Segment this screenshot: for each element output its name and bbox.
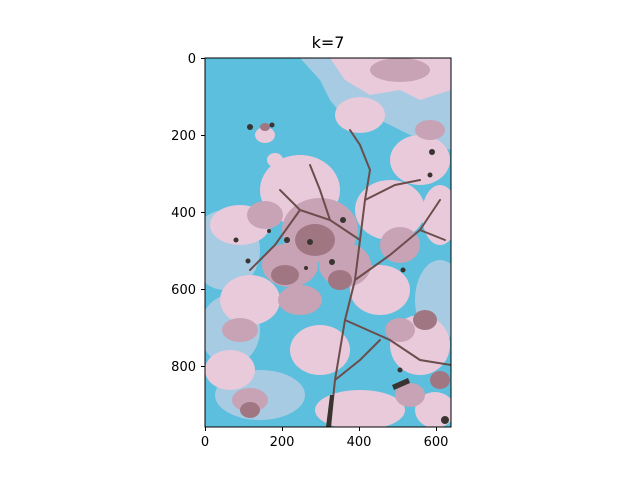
x-tick-label: 600 [424, 435, 449, 450]
x-axis [205, 427, 437, 431]
y-tick-label: 800 [171, 360, 196, 375]
y-tick-label: 200 [171, 129, 196, 144]
y-tick-labels: 0 200 400 600 800 [171, 52, 196, 375]
x-tick-labels: 0 200 400 600 [201, 435, 449, 450]
x-tick-label: 200 [270, 435, 295, 450]
plot-title: k=7 [312, 33, 345, 52]
axes-frame [204, 57, 452, 428]
y-tick-label: 0 [188, 52, 196, 67]
y-tick-label: 600 [171, 283, 196, 298]
quantized-image [205, 58, 451, 427]
x-tick-label: 0 [201, 435, 209, 450]
x-tick-label: 400 [347, 435, 372, 450]
y-axis [201, 58, 205, 367]
y-tick-label: 400 [171, 206, 196, 221]
